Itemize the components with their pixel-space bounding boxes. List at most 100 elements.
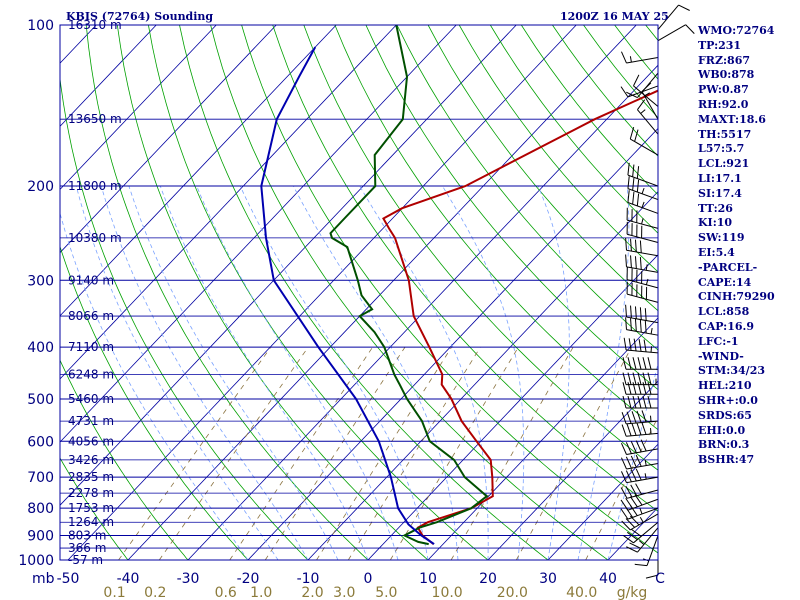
wind-barb-flag	[632, 191, 635, 205]
wind-barb-flag	[647, 372, 652, 385]
stat-line: WB0:878	[698, 68, 755, 82]
wind-barb	[625, 317, 659, 336]
wind-barb-flag	[634, 256, 637, 269]
stat-line: FRZ:867	[698, 53, 751, 67]
wind-barb	[629, 126, 659, 156]
wind-barb-flag	[629, 126, 635, 140]
wind-barb	[625, 304, 659, 324]
isotherm-line	[127, 25, 637, 560]
temperature-tick-label: -20	[237, 571, 260, 587]
height-label: 4056 m	[68, 434, 114, 448]
wind-barb-flag	[630, 528, 642, 537]
wind-barb-flag	[627, 357, 632, 370]
mixing-ratio-tick-label: 10.0	[432, 585, 463, 600]
wind-barb-flag	[632, 357, 637, 370]
wind-barb-staff	[626, 420, 659, 425]
wind-barb	[627, 176, 659, 201]
wind-barb-flag	[639, 319, 642, 333]
wind-barb-staff	[627, 507, 659, 520]
wind-barb	[620, 468, 659, 484]
wind-barb-flag	[629, 542, 641, 549]
stat-line: STM:34/23	[698, 364, 765, 378]
isotherm-line	[547, 443, 658, 560]
stat-line: RH:92.0	[698, 97, 749, 111]
wind-barb-flag	[627, 395, 632, 409]
isotherm-line	[487, 380, 658, 560]
wind-barb-flag	[633, 338, 637, 352]
wind-barb-flag	[630, 238, 632, 252]
sounding-time: 1200Z 16 MAY 25	[560, 10, 669, 23]
stat-line: KI:10	[698, 216, 733, 230]
wind-barb-staff	[626, 233, 659, 243]
wind-barb-flag	[635, 454, 642, 467]
wind-barb-flag	[643, 339, 647, 352]
wind-barb-staff	[626, 476, 659, 484]
stat-line: L57:5.7	[698, 142, 745, 156]
wind-barb-staff	[626, 329, 659, 336]
stat-line: EI:5.4	[698, 245, 735, 259]
wind-barb-flag	[620, 86, 629, 98]
wind-barb-staff	[626, 293, 659, 303]
height-label: 3426 m	[68, 453, 114, 467]
height-label: 1264 m	[68, 515, 114, 529]
wind-barb-flag	[627, 372, 632, 385]
wind-barb-flag	[620, 51, 627, 64]
wind-barb-flag	[625, 442, 632, 454]
mixing-ratio-line	[347, 346, 481, 560]
wind-barb-flag	[625, 304, 627, 318]
isotherm-line	[307, 190, 658, 560]
wind-barb-flag	[625, 485, 633, 498]
height-label: 366 m	[68, 541, 106, 555]
wind-barb-staff	[626, 462, 659, 470]
wind-barb-flag	[626, 423, 632, 436]
temperature-tick-label: -30	[177, 571, 200, 587]
isotherm-line	[60, 25, 277, 254]
height-label: 8066 m	[68, 309, 114, 323]
height-label: 5460 m	[68, 392, 114, 406]
wind-barb-flag	[627, 531, 638, 540]
pressure-tick-label: 800	[27, 501, 54, 517]
stat-line: SRDS:65	[698, 408, 752, 422]
wind-barb	[620, 483, 659, 499]
wind-barb-flag	[630, 469, 637, 482]
stat-line: LCL:858	[698, 305, 750, 319]
wind-barb-flag	[634, 239, 637, 252]
wind-barb-half-flag	[645, 278, 649, 285]
wind-barb-flag	[632, 395, 637, 409]
mixing-ratio-unit-label: g/kg	[617, 585, 648, 600]
wind-barb	[633, 74, 659, 107]
mixing-ratio-tick-label: 40.0	[566, 585, 597, 600]
isotherm-line	[427, 317, 658, 560]
wind-barb-flag	[641, 410, 647, 423]
isotherm-line	[60, 25, 517, 506]
wind-barb-half-flag	[650, 428, 652, 435]
plot-frame	[59, 24, 659, 561]
wind-barb-flag	[678, 4, 690, 11]
wind-barb-flag	[640, 439, 647, 452]
wind-barb-half-flag	[639, 516, 644, 523]
wind-barb	[657, 4, 690, 30]
stat-line: -WIND-	[698, 349, 744, 363]
wind-barb-flag	[626, 411, 632, 424]
wind-barb-flag	[647, 357, 652, 370]
wind-barb-flag	[630, 318, 632, 331]
height-label: 13650 m	[68, 112, 122, 126]
wind-barb-half-flag	[641, 218, 644, 225]
wind-barb-staff	[626, 448, 659, 455]
wind-barb-flag	[622, 395, 627, 409]
isotherm-line	[60, 25, 217, 191]
height-label: 9140 m	[68, 273, 114, 287]
wind-barb-flag	[622, 372, 627, 385]
wind-barb	[627, 162, 659, 187]
wind-barb-half-flag	[629, 56, 632, 63]
stat-line: TT:26	[698, 201, 733, 215]
wind-barb-flag	[636, 193, 640, 206]
isotherm-lines	[60, 25, 658, 560]
stat-line: CAP:16.9	[698, 319, 755, 333]
wind-barb-half-flag	[640, 109, 646, 114]
pressure-tick-label: 200	[27, 179, 54, 195]
pressure-tick-label: 500	[27, 392, 54, 408]
stat-line: PW:0.87	[698, 83, 749, 97]
mixing-ratio-line	[450, 346, 574, 560]
